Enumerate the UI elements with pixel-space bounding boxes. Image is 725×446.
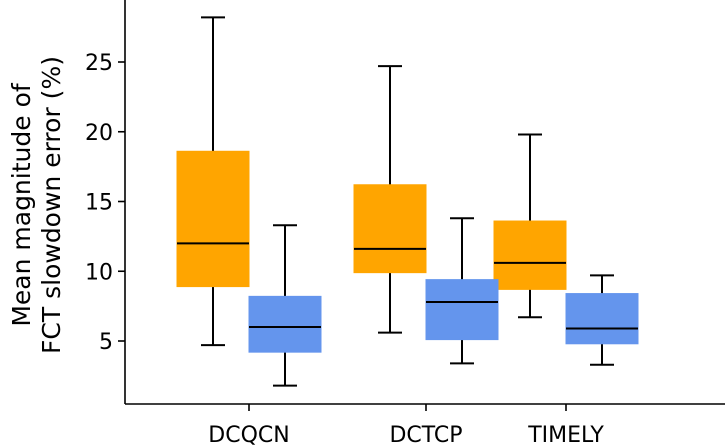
- y-tick-label: 15: [85, 191, 113, 216]
- box-body: [425, 279, 499, 341]
- x-axis-ticks: DCQCN DCTCP TIMELY: [208, 404, 604, 446]
- box-series-1-timely: [493, 133, 567, 319]
- box-series-1-dcqcn: [176, 16, 250, 347]
- box-body: [353, 184, 427, 274]
- box-body: [565, 293, 639, 345]
- box-series-2-timely: [565, 274, 639, 366]
- y-tick-label: 10: [85, 260, 113, 285]
- box-series-1-dctcp: [353, 65, 427, 334]
- y-axis-label: Mean magnitude of FCT slowdown error (%): [7, 56, 66, 354]
- box-series-2-dcqcn: [248, 224, 322, 387]
- x-tick-label-dctcp: DCTCP: [389, 423, 462, 446]
- y-axis-ticks: 5 10 15 20 25: [85, 51, 125, 355]
- box-body: [493, 220, 567, 290]
- y-tick-label: 25: [85, 51, 113, 76]
- y-axis-label-line-1: Mean magnitude of: [7, 82, 36, 327]
- y-axis-label-line-2: FCT slowdown error (%): [37, 56, 66, 354]
- box-body: [176, 150, 250, 288]
- box-series: [176, 16, 639, 387]
- box-series-2-dctcp: [425, 217, 499, 365]
- y-tick-label: 5: [99, 330, 113, 355]
- x-tick-label-timely: TIMELY: [527, 423, 604, 446]
- box-body: [248, 295, 322, 353]
- axes: [124, 0, 725, 405]
- x-tick-label-dcqcn: DCQCN: [208, 423, 289, 446]
- y-tick-label: 20: [85, 121, 113, 146]
